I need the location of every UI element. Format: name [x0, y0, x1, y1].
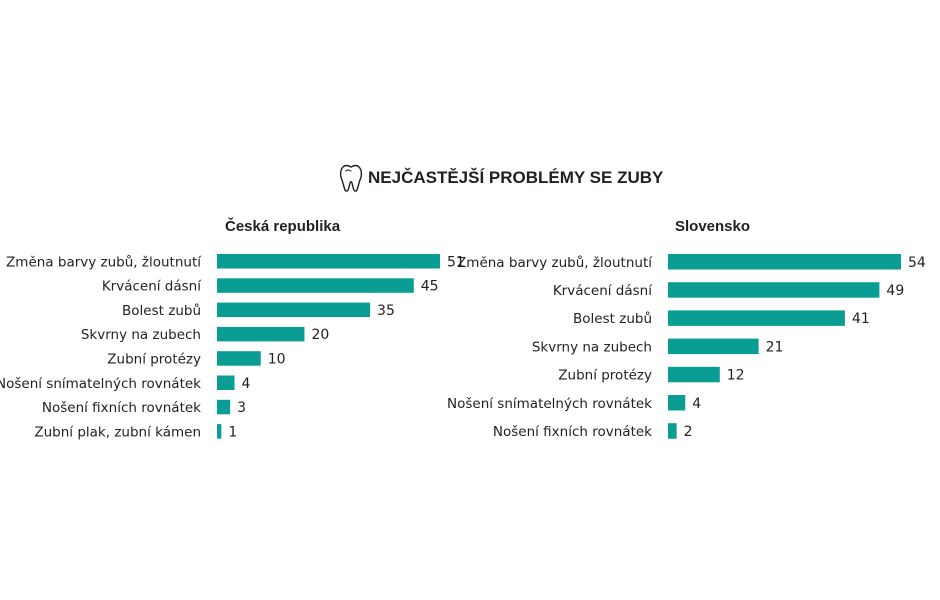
category-label-slovakia: Nošení fixních rovnátek [493, 424, 652, 440]
category-label-slovakia: Skvrny na zubech [532, 339, 652, 355]
bar-czech-republic [217, 375, 235, 390]
value-label-slovakia: 2 [684, 424, 693, 440]
value-label-slovakia: 54 [908, 255, 926, 271]
value-label-slovakia: 41 [852, 311, 870, 327]
category-label-czech-republic: Nošení fixních rovnátek [42, 400, 201, 416]
value-label-czech-republic: 35 [377, 303, 395, 319]
bar-czech-republic [217, 326, 305, 342]
bar-slovakia [668, 423, 677, 439]
bar-czech-republic [217, 302, 371, 318]
category-label-czech-republic: Bolest zubů [122, 303, 201, 319]
value-label-czech-republic: 3 [237, 400, 246, 416]
bar-slovakia [668, 310, 845, 326]
category-label-slovakia: Změna barvy zubů, žloutnutí [457, 255, 653, 271]
bar-slovakia [668, 338, 759, 355]
bar-czech-republic [217, 351, 261, 366]
bar-czech-republic [217, 254, 440, 269]
category-label-slovakia: Nošení snímatelných rovnátek [447, 396, 652, 412]
category-label-slovakia: Bolest zubů [573, 311, 652, 327]
panel-title-czech-republic: Česká republika [225, 217, 341, 235]
value-label-czech-republic: 45 [421, 279, 439, 295]
category-label-czech-republic: Změna barvy zubů, žloutnutí [6, 254, 202, 270]
category-label-slovakia: Krvácení dásní [553, 283, 653, 299]
bar-czech-republic [217, 424, 222, 439]
value-label-czech-republic: 1 [228, 424, 237, 440]
tooth-icon [339, 164, 363, 192]
panel-title-slovakia: Slovensko [675, 218, 750, 235]
category-label-czech-republic: Zubní plak, zubní kámen [34, 424, 201, 440]
category-label-slovakia: Zubní protézy [558, 368, 652, 384]
panel-czech-republic: Česká republika Změna barvy zubů, žloutn… [0, 217, 465, 440]
value-label-slovakia: 12 [727, 368, 745, 384]
bar-czech-republic [217, 399, 231, 415]
bar-slovakia [668, 254, 901, 270]
bar-slovakia [668, 395, 686, 411]
value-label-czech-republic: 4 [241, 376, 250, 392]
bar-slovakia [668, 366, 720, 383]
value-label-czech-republic: 20 [311, 327, 329, 343]
bar-group-czech-republic: Změna barvy zubů, žloutnutí 51 Krvácení dá… [0, 254, 465, 440]
bar-slovakia [668, 282, 880, 298]
category-label-czech-republic: Nošení snímatelných rovnátek [0, 376, 201, 392]
category-label-czech-republic: Skvrny na zubech [81, 327, 201, 343]
category-label-czech-republic: Krvácení dásní [102, 279, 202, 295]
bar-czech-republic [217, 278, 414, 293]
category-label-czech-republic: Zubní protézy [107, 351, 201, 367]
value-label-slovakia: 49 [886, 283, 904, 299]
value-label-czech-republic: 51 [447, 254, 465, 270]
value-label-slovakia: 4 [692, 396, 701, 412]
chart-title-group: NEJČASTĚJŠÍ PROBLÉMY SE ZUBY [339, 164, 664, 192]
chart-title: NEJČASTĚJŠÍ PROBLÉMY SE ZUBY [368, 168, 664, 187]
panel-slovakia: Slovensko Změna barvy zubů, žloutnutí 54 K… [447, 218, 926, 440]
bar-group-slovakia: Změna barvy zubů, žloutnutí 54 Krvácení dá… [447, 254, 926, 440]
value-label-slovakia: 21 [766, 339, 784, 355]
value-label-czech-republic: 10 [268, 351, 286, 367]
